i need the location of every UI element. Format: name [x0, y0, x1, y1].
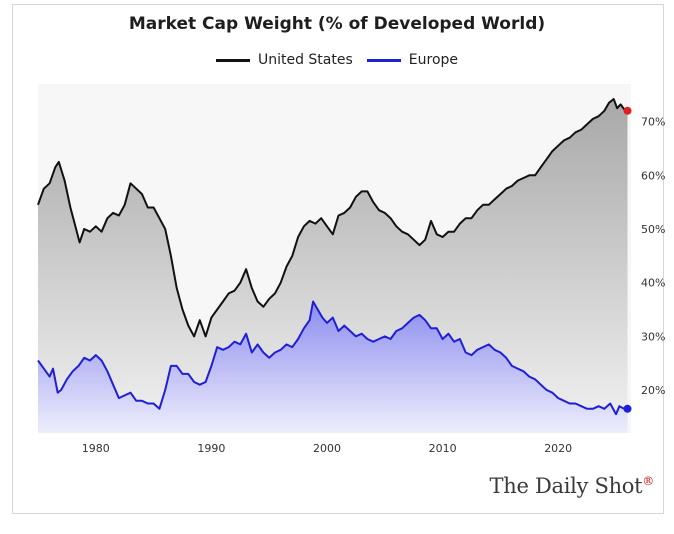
y-tick-label: 60%: [641, 169, 665, 182]
legend-item-europe: Europe: [366, 52, 459, 68]
brand-text: The Daily Shot: [489, 474, 643, 498]
chart-legend: United States Europe: [0, 52, 674, 68]
end-markers: [623, 106, 632, 413]
series-lines: [37, 98, 628, 416]
x-tick-label: 2010: [429, 442, 457, 455]
legend-item-united-states: United States: [215, 52, 353, 68]
legend-label-europe: Europe: [408, 52, 459, 68]
brand-registered-mark: ®: [642, 474, 654, 488]
legend-swatch-europe: [366, 58, 401, 62]
x-axis-ticks: 1980 1990 2000 2010 2020: [82, 442, 572, 455]
legend-swatch-united-states: [215, 58, 250, 62]
brand-logo: The Daily Shot®: [489, 474, 655, 498]
y-tick-label: 20%: [641, 384, 665, 397]
y-tick-label: 50%: [641, 223, 665, 236]
series-line-united-states: [37, 98, 628, 338]
x-tick-label: 2020: [544, 442, 572, 455]
area-europe: [38, 301, 628, 433]
x-tick-label: 1980: [82, 442, 110, 455]
end-marker-united-states: [623, 106, 632, 115]
y-axis-ticks: 20% 30% 40% 50% 60% 70%: [641, 116, 665, 397]
y-tick-label: 40%: [641, 277, 665, 290]
end-marker-europe: [623, 404, 632, 413]
y-tick-label: 70%: [641, 116, 665, 129]
x-tick-label: 2000: [313, 442, 341, 455]
chart-title: Market Cap Weight (% of Developed World): [128, 14, 546, 34]
y-tick-label: 30%: [641, 330, 665, 343]
legend-label-united-states: United States: [257, 52, 353, 68]
x-tick-label: 1990: [197, 442, 225, 455]
series-line-europe: [37, 300, 628, 416]
